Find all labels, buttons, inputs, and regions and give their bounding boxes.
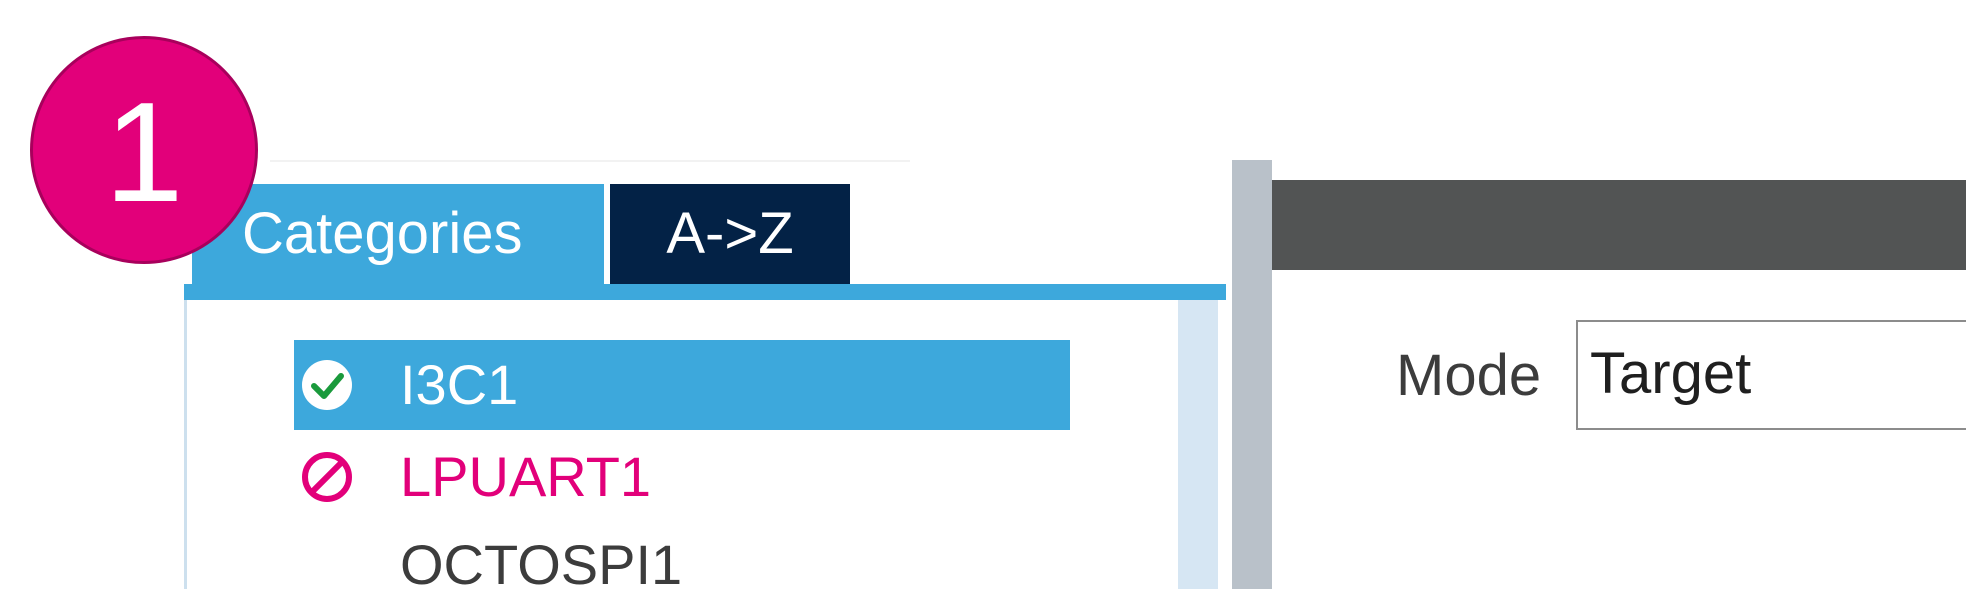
list-item-label: OCTOSPI1: [400, 533, 683, 589]
tab-underline: [184, 284, 1226, 300]
tab-a-to-z[interactable]: A->Z: [610, 184, 850, 284]
mode-select[interactable]: Target: [1576, 320, 1966, 430]
list-scrollbar[interactable]: [1178, 300, 1218, 589]
no-entry-icon: [302, 452, 352, 502]
tab-categories[interactable]: Categories: [192, 184, 604, 284]
config-panel-header: [1272, 180, 1966, 270]
list-item-label: LPUART1: [400, 445, 652, 508]
step-number-badge: 1: [30, 36, 258, 264]
divider: [270, 160, 910, 162]
list-item-i3c1[interactable]: I3C1: [294, 340, 1070, 430]
panel-splitter[interactable]: [1232, 160, 1272, 589]
check-circle-icon: [302, 360, 352, 410]
mode-label: Mode: [1396, 343, 1542, 408]
list-item-label: I3C1: [400, 353, 519, 416]
